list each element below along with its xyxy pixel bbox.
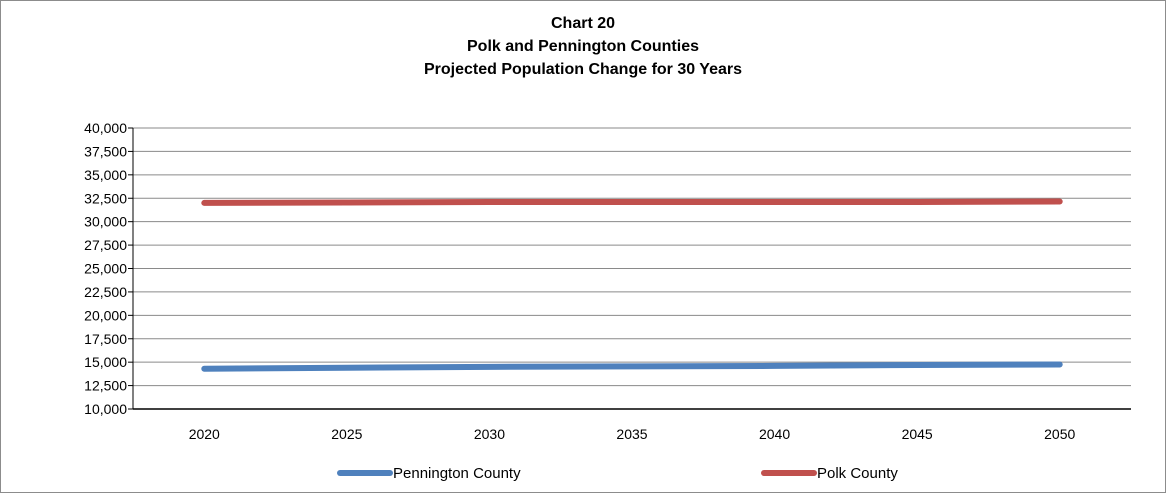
data-point: [488, 201, 490, 203]
x-axis: 2020 2025 2030 2035 2040 2045 2050: [133, 408, 1131, 442]
y-tick-label: 35,000: [84, 167, 127, 183]
y-tick-label: 25,000: [84, 261, 127, 277]
y-tick-label: 12,500: [84, 378, 127, 394]
data-point: [916, 201, 918, 203]
y-tick-label: 32,500: [84, 190, 127, 206]
chart-title-line-1: Chart 20: [550, 15, 616, 32]
data-point: [774, 365, 776, 367]
y-tick-label: 15,000: [84, 354, 127, 370]
chart-title: Chart 20 Polk and Pennington Counties Pr…: [0, 12, 1166, 81]
x-tick-label: 2050: [1044, 426, 1075, 442]
y-tick-label: 17,500: [84, 331, 127, 347]
y-tick-label: 37,500: [84, 143, 127, 159]
y-tick-label: 20,000: [84, 307, 127, 323]
chart-title-line-3: Projected Population Change for 30 Years: [423, 61, 742, 78]
y-tick-label: 22,500: [84, 284, 127, 300]
x-tick-label: 2040: [759, 426, 790, 442]
x-tick-label: 2025: [331, 426, 362, 442]
y-tick-label: 30,000: [84, 214, 127, 230]
data-point: [916, 364, 918, 366]
data-point: [346, 201, 348, 203]
x-tick-label: 2030: [474, 426, 505, 442]
x-tick-label: 2045: [902, 426, 933, 442]
y-tick-label: 40,000: [84, 120, 127, 136]
legend-label: Polk County: [817, 465, 898, 482]
series-lines: [201, 198, 1063, 372]
y-tick-label: 27,500: [84, 237, 127, 253]
y-tick-label: 10,000: [84, 401, 127, 417]
data-point: [631, 201, 633, 203]
legend-label: Pennington County: [393, 465, 521, 482]
data-point: [203, 202, 205, 204]
x-tick-label: 2035: [616, 426, 647, 442]
gridlines: [133, 127, 1131, 387]
x-tick-label: 2020: [189, 426, 220, 442]
y-axis: 10,000 12,500 15,000 17,500 20,000 22,500 25,0…: [84, 120, 134, 417]
data-point: [203, 368, 205, 370]
legend: Pennington County Polk County: [337, 465, 898, 482]
data-point: [1059, 364, 1061, 366]
data-point: [488, 366, 490, 368]
data-point: [631, 365, 633, 367]
data-point: [1059, 201, 1061, 203]
data-point: [774, 201, 776, 203]
data-point: [346, 367, 348, 369]
chart-title-line-2: Polk and Pennington Counties: [467, 38, 699, 55]
